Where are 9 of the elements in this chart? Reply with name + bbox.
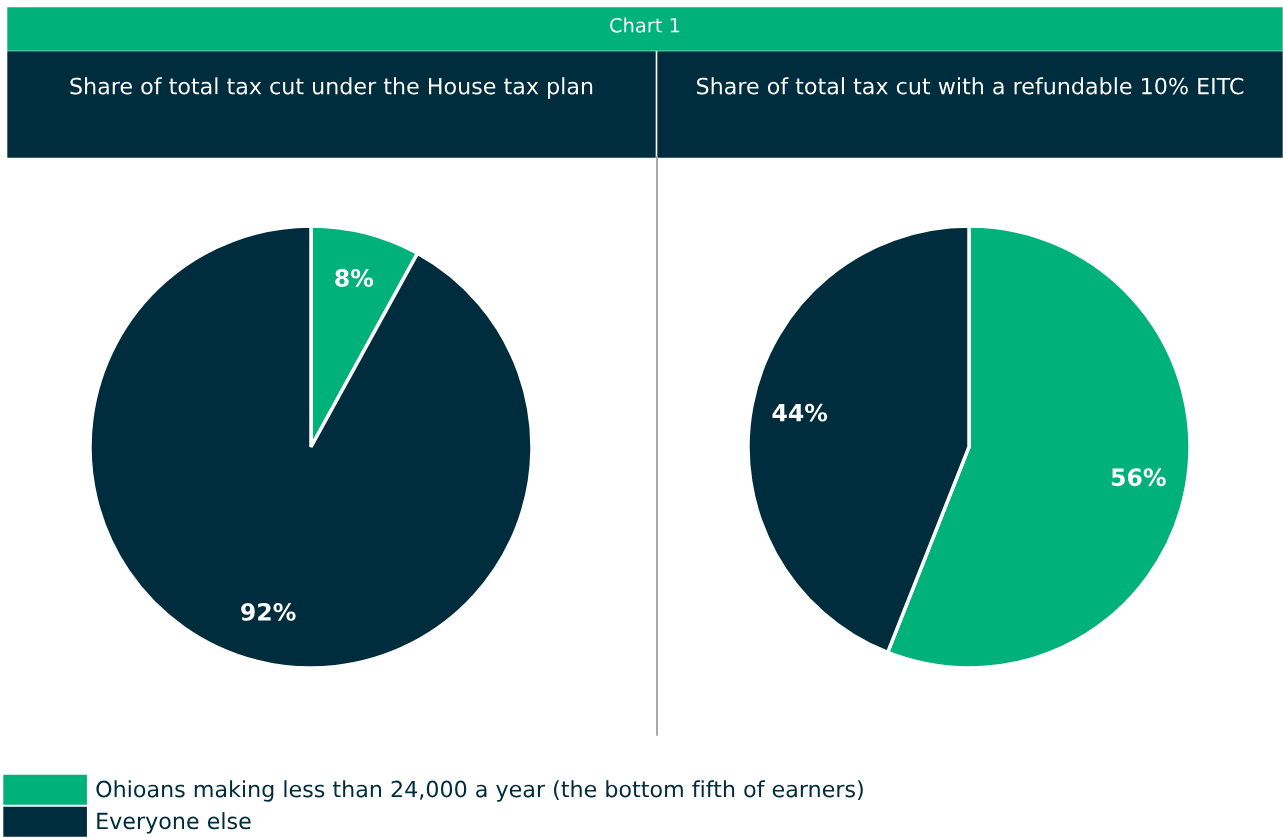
chart-title: Share of total tax cut with a refundable 10% EITC — [697, 77, 1244, 95]
legend-label: Everyone else — [97, 812, 251, 834]
legend-label: Ohioans making less than 24,000 a year (the bottom fifth of earners) — [96, 780, 863, 802]
data-label: 44% — [772, 403, 828, 422]
data-label: 92% — [241, 602, 296, 621]
data-label: 8% — [335, 269, 374, 287]
caption: Chart 1 — [610, 17, 680, 33]
chart-title: Share of total tax cut under the House tax plan — [70, 77, 593, 99]
data-label: 56% — [1111, 468, 1166, 487]
